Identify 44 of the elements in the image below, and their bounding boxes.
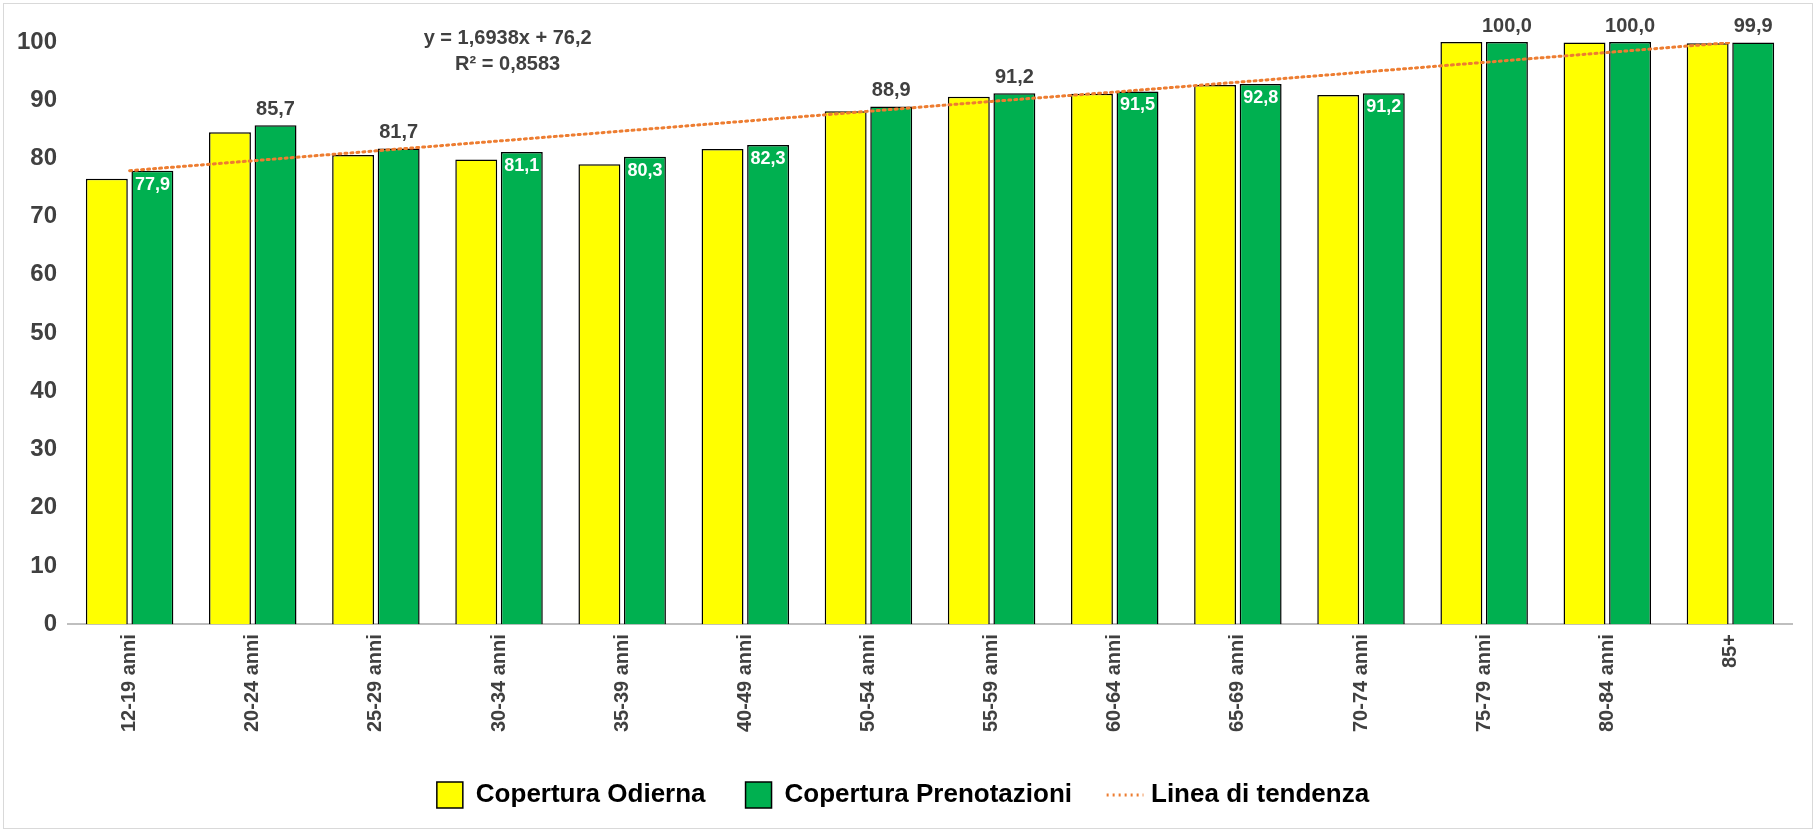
data-label: 91,2 xyxy=(1366,96,1402,117)
data-label: 100,0 xyxy=(1481,13,1532,36)
y-tick-label: 40 xyxy=(30,375,58,403)
x-tick-label: 12-19 anni xyxy=(117,634,140,733)
x-tick-label: 75-79 anni xyxy=(1471,634,1494,733)
y-tick-label: 50 xyxy=(30,317,58,345)
legend-label: Linea di tendenza xyxy=(1151,778,1370,809)
x-tick-label: 50-54 anni xyxy=(855,634,878,733)
data-label: 99,9 xyxy=(1733,14,1773,37)
data-label: 91,2 xyxy=(994,64,1034,87)
x-tick-label: 20-24 anni xyxy=(240,634,263,733)
legend-label: Copertura Prenotazioni xyxy=(784,778,1073,809)
x-tick-label: 65-69 anni xyxy=(1225,634,1248,733)
x-tick-label: 30-34 anni xyxy=(486,634,509,733)
y-tick-label: 10 xyxy=(30,550,58,578)
data-label: 91,5 xyxy=(1119,94,1156,115)
x-tick-label: 55-59 anni xyxy=(979,634,1002,733)
x-tick-label: 35-39 anni xyxy=(609,634,632,733)
x-tick-label: 60-64 anni xyxy=(1102,634,1125,733)
data-label: 92,8 xyxy=(1243,86,1279,107)
y-tick-label: 60 xyxy=(30,259,58,287)
y-tick-label: 80 xyxy=(30,143,58,171)
data-label: 81,7 xyxy=(379,120,419,143)
data-label: 80,3 xyxy=(627,159,663,180)
data-label: 81,1 xyxy=(504,155,540,175)
x-tick-label: 85+ xyxy=(1717,634,1740,669)
x-tick-label: 25-29 anni xyxy=(363,634,386,733)
x-tick-label: 40-49 anni xyxy=(732,634,755,733)
data-label: 85,7 xyxy=(256,96,295,119)
data-label: 100,0 xyxy=(1605,13,1656,36)
y-tick-label: 20 xyxy=(30,492,58,520)
data-label: 88,9 xyxy=(871,78,911,101)
y-tick-label: 70 xyxy=(30,201,58,229)
data-label: 77,9 xyxy=(134,173,170,194)
x-tick-label: 70-74 anni xyxy=(1348,634,1371,733)
legend-label: Copertura Odierna xyxy=(475,778,707,809)
y-tick-label: 0 xyxy=(43,608,58,636)
x-tick-label: 80-84 anni xyxy=(1594,634,1617,733)
y-tick-label: 30 xyxy=(30,434,58,462)
annotation: R² = 0,8583 xyxy=(455,51,561,74)
y-tick-label: 100 xyxy=(17,26,58,54)
y-tick-label: 90 xyxy=(30,84,58,112)
annotation: y = 1,6938x + 76,2 xyxy=(423,25,592,48)
data-label: 82,3 xyxy=(750,148,786,169)
